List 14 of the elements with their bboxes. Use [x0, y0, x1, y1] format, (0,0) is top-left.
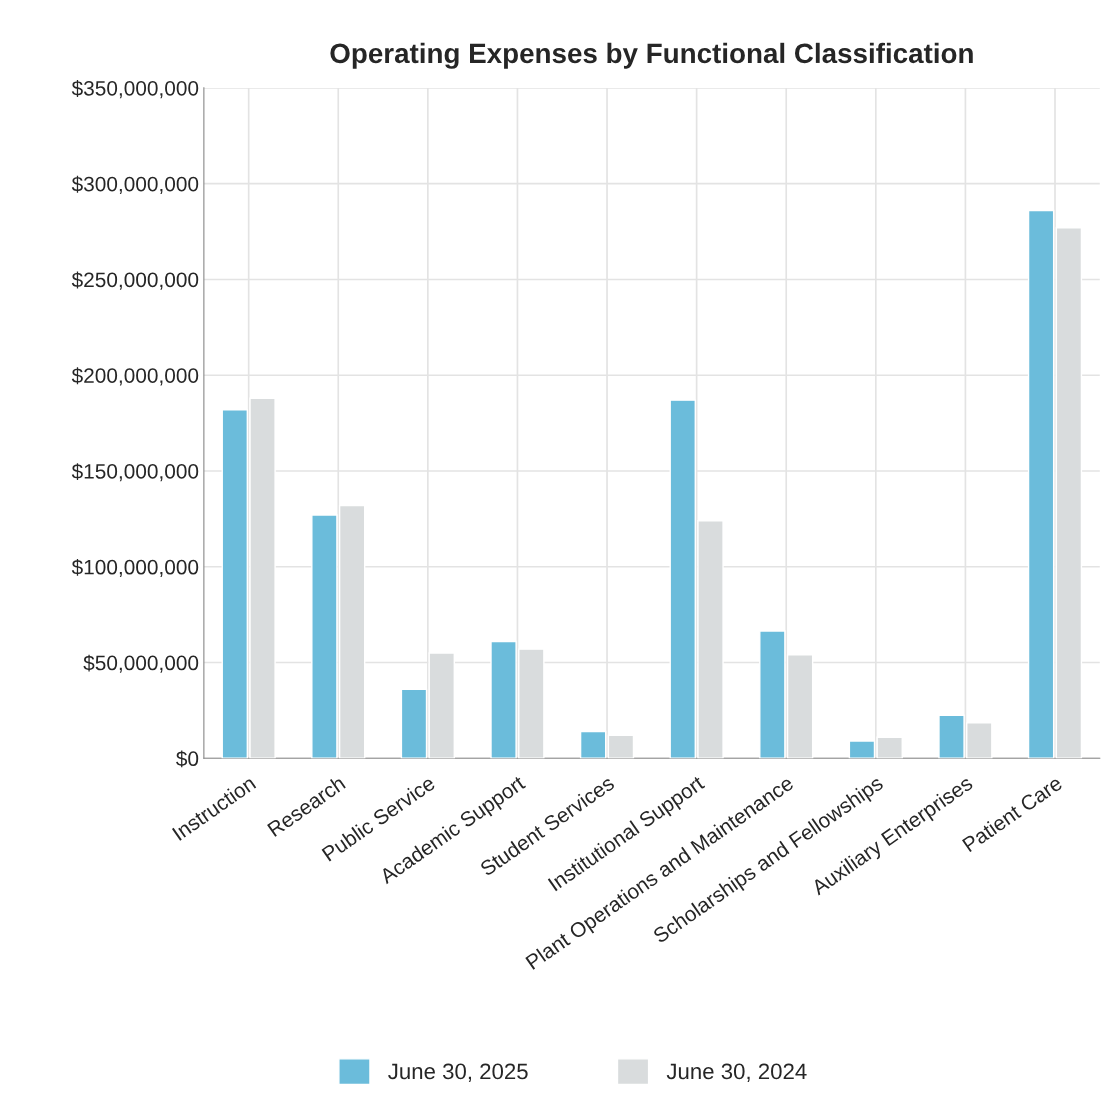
chart-title: Operating Expenses by Functional Classification: [330, 42, 973, 69]
y-tick-label: $300,000,000: [71, 175, 199, 194]
legend-label: June 30, 2024: [666, 1063, 807, 1082]
y-tick-label: $250,000,000: [71, 271, 199, 290]
y-tick-label: $50,000,000: [83, 654, 199, 673]
y-tick-label: $100,000,000: [71, 558, 199, 577]
bar: [1027, 209, 1055, 759]
y-tick-label: $0: [176, 750, 199, 768]
y-tick-label: $200,000,000: [71, 367, 199, 386]
bar: [400, 688, 428, 759]
bar: [579, 730, 607, 759]
y-tick-label: $350,000,000: [71, 80, 199, 99]
y-tick-label: $150,000,000: [71, 463, 199, 482]
legend-label: June 30, 2025: [388, 1063, 528, 1082]
